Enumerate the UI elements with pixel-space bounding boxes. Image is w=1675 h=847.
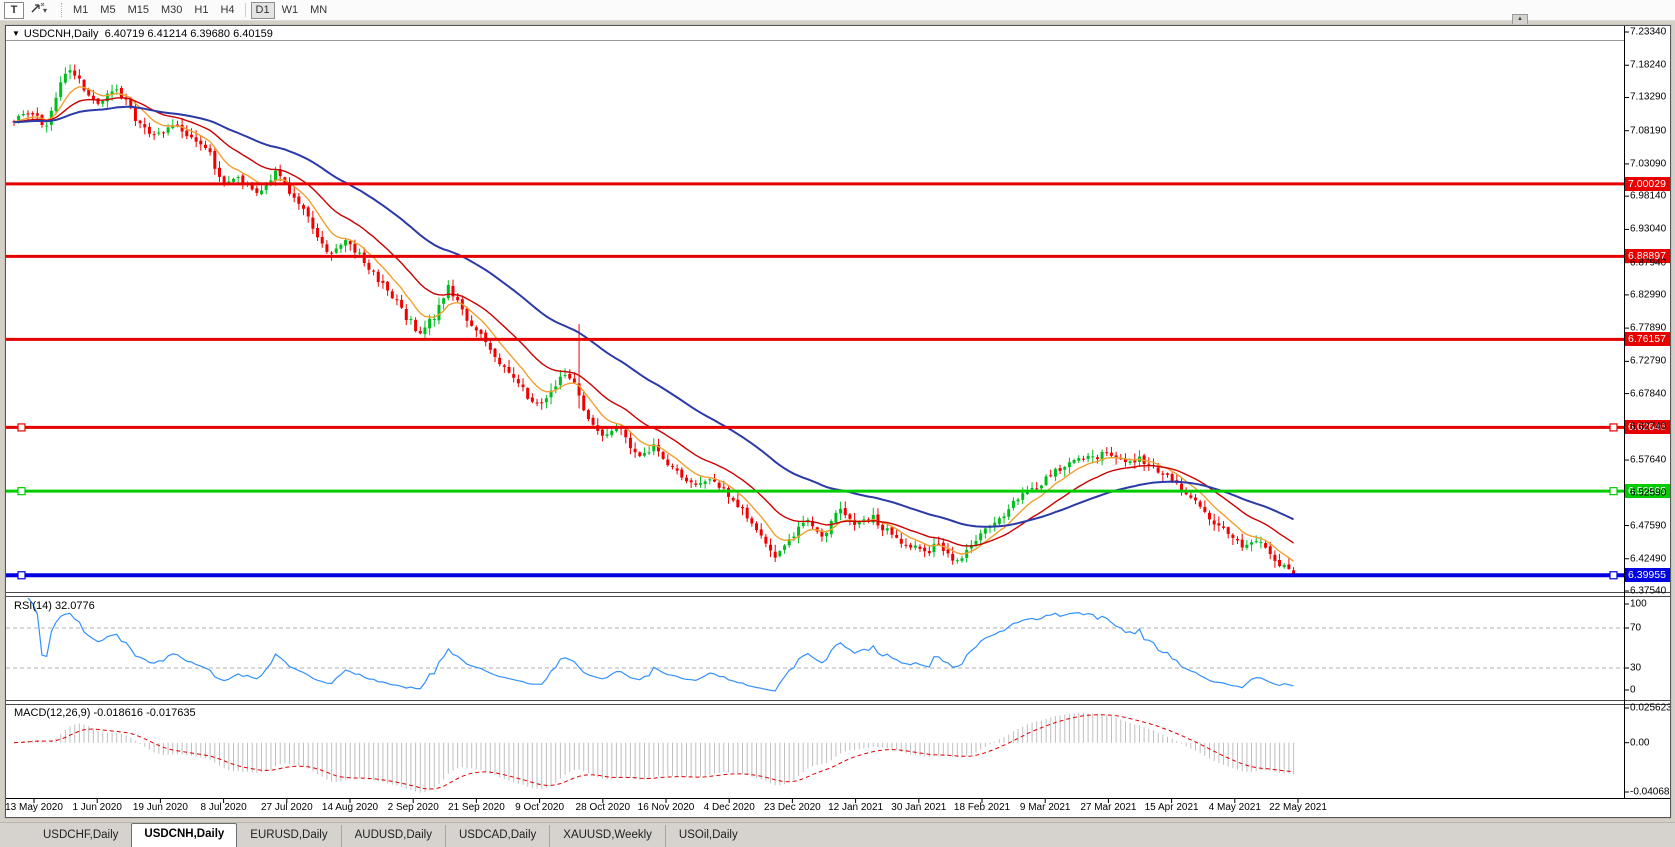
price-chart-canvas[interactable] (6, 26, 1670, 817)
price-tick-label: 7.13290 (1630, 91, 1667, 103)
line-handle[interactable] (1609, 571, 1618, 580)
date-tick-label: 28 Oct 2020 (575, 802, 631, 813)
date-tick-label: 13 May 2020 (5, 802, 63, 813)
price-line-tag[interactable]: 7.00029 (1625, 176, 1670, 191)
date-tick-label: 30 Jan 2021 (891, 802, 947, 813)
date-tick-label: 19 Jun 2020 (132, 802, 188, 813)
chart-tab-usdchf[interactable]: USDCHF,Daily (43, 829, 119, 841)
line-handle[interactable] (17, 487, 26, 496)
chart-tab-usdcad[interactable]: USDCAD,Daily (444, 825, 549, 847)
chart-tab-usoil[interactable]: USOil,Daily (664, 825, 751, 847)
top-toolbar: T ▾ M1 M5 M15 M30 H1 H4 D1 W1 MN (0, 0, 1675, 21)
date-tick-label: 12 Jan 2021 (828, 802, 884, 813)
timeframe-button-d1[interactable]: D1 (250, 1, 275, 19)
date-tick-label: 22 May 2021 (1269, 802, 1327, 813)
price-tick-label: 6.47590 (1630, 520, 1667, 532)
rsi-line (27, 598, 1294, 692)
scroll-up-button[interactable]: ▲ (1512, 14, 1528, 25)
date-tick-label: 16 Nov 2020 (637, 802, 695, 813)
macd-indicator-label: MACD(12,26,9) -0.018616 -0.017635 (14, 707, 196, 719)
date-tick-label: 8 Jul 2020 (200, 802, 247, 813)
macd-axis-label: -0.040687 (1630, 786, 1671, 798)
chart-ohlc-quote: 6.40719 6.41214 6.39680 6.40159 (104, 28, 273, 40)
macd-axis-label: 0.00 (1630, 737, 1650, 749)
date-tick-label: 14 Aug 2020 (321, 802, 379, 813)
price-tick-label: 6.93040 (1630, 223, 1667, 235)
moving-average-line-50 (13, 105, 1295, 528)
line-handle[interactable] (1609, 487, 1618, 496)
chart-title: ▼ USDCNH,Daily 6.40719 6.41214 6.39680 6.… (12, 28, 273, 40)
date-tick-label: 21 Sep 2020 (448, 802, 505, 813)
price-tick-label: 6.62740 (1630, 421, 1667, 433)
price-tick-label: 6.77890 (1630, 322, 1667, 334)
cursor-tool-button[interactable]: ▾ (26, 0, 50, 22)
date-tick-label: 18 Feb 2021 (953, 802, 1011, 813)
crosshair-arrow-icon (29, 1, 45, 20)
macd-axis-label: 0.025623 (1630, 702, 1671, 714)
price-tick-label: 6.72790 (1630, 355, 1667, 367)
date-tick-label: 27 Mar 2021 (1080, 802, 1137, 813)
toolbar-grip (56, 3, 63, 17)
chart-tab-usdcnh[interactable]: USDCNH,Daily (131, 823, 238, 847)
rsi-level-label: 0 (1630, 684, 1636, 696)
date-tick-label: 4 May 2021 (1208, 802, 1261, 813)
date-tick-label: 23 Dec 2020 (764, 802, 821, 813)
text-tool-button[interactable]: T (4, 1, 24, 19)
price-tick-label: 6.42490 (1630, 553, 1667, 565)
line-handle[interactable] (17, 571, 26, 580)
timeframe-button-group: M1 M5 M15 M30 H1 H4 D1 W1 MN (68, 1, 332, 19)
price-line-tag[interactable]: 6.76157 (1625, 332, 1670, 347)
price-tick-label: 6.82990 (1630, 289, 1667, 301)
moving-average-line-8 (13, 85, 1295, 562)
collapse-triangle-icon[interactable]: ▼ (12, 29, 20, 38)
date-tick-label: 27 Jul 2020 (260, 802, 313, 813)
timeframe-button-m30[interactable]: M30 (156, 2, 187, 19)
toolbar-separator (244, 3, 246, 17)
timeframe-button-m5[interactable]: M5 (95, 2, 120, 19)
date-tick-label: 15 Apr 2021 (1144, 802, 1199, 813)
date-tick-label: 9 Oct 2020 (515, 802, 565, 813)
line-handle[interactable] (17, 423, 26, 432)
price-tick-label: 7.23340 (1630, 26, 1667, 38)
timeframe-button-m1[interactable]: M1 (68, 2, 93, 19)
rsi-level-label: 30 (1630, 662, 1642, 674)
price-tick-label: 6.67840 (1630, 388, 1667, 400)
line-handle[interactable] (1609, 423, 1618, 432)
chart-tab-xauusd[interactable]: XAUUSD,Weekly (549, 825, 665, 847)
timeframe-button-h4[interactable]: H4 (215, 2, 239, 19)
date-tick-label: 1 Jun 2020 (72, 802, 122, 813)
timeframe-button-m15[interactable]: M15 (123, 2, 154, 19)
date-tick-label: 9 Mar 2021 (1019, 802, 1071, 813)
rsi-level-label: 100 (1630, 598, 1647, 610)
macd-histogram (18, 712, 1295, 793)
dropdown-caret-icon: ▾ (43, 5, 48, 15)
candles-group (12, 64, 1296, 578)
timeframe-button-h1[interactable]: H1 (189, 2, 213, 19)
chart-symbol-label: USDCNH,Daily (23, 28, 99, 40)
price-tick-label: 6.57640 (1630, 454, 1667, 466)
date-tick-label: 4 Dec 2020 (703, 802, 755, 813)
price-line-tag[interactable]: 6.62646 (1625, 420, 1670, 435)
chart-tabbar: USDCHF,Daily USDCNH,Daily EURUSD,Daily AUDU… (0, 822, 1675, 847)
timeframe-button-mn[interactable]: MN (305, 2, 332, 19)
moving-average-line-20 (13, 97, 1295, 547)
chart-tab-eurusd[interactable]: EURUSD,Daily (250, 829, 328, 841)
price-tick-label: 6.52590 (1630, 487, 1667, 499)
price-tick-label: 7.08190 (1630, 125, 1667, 137)
chart-tab-audusd[interactable]: AUDUSD,Daily (340, 825, 445, 847)
price-tick-label: 7.18240 (1630, 59, 1667, 71)
chart-window: ▼ USDCNH,Daily 6.40719 6.41214 6.39680 6.… (5, 25, 1671, 818)
timeframe-button-w1[interactable]: W1 (277, 2, 304, 19)
price-line-tag[interactable]: 6.52865 (1625, 484, 1670, 499)
price-line-tag[interactable]: 6.39955 (1625, 568, 1670, 583)
macd-signal-line (13, 714, 1294, 790)
date-tick-label: 2 Sep 2020 (387, 802, 439, 813)
price-tick-label: 6.87940 (1630, 257, 1667, 269)
price-tick-label: 6.37540 (1630, 585, 1667, 597)
price-tick-label: 6.98140 (1630, 190, 1667, 202)
price-line-tag[interactable]: 6.88897 (1625, 249, 1670, 264)
rsi-indicator-label: RSI(14) 32.0776 (14, 600, 95, 612)
price-tick-label: 7.03090 (1630, 158, 1667, 170)
rsi-level-label: 70 (1630, 622, 1642, 634)
